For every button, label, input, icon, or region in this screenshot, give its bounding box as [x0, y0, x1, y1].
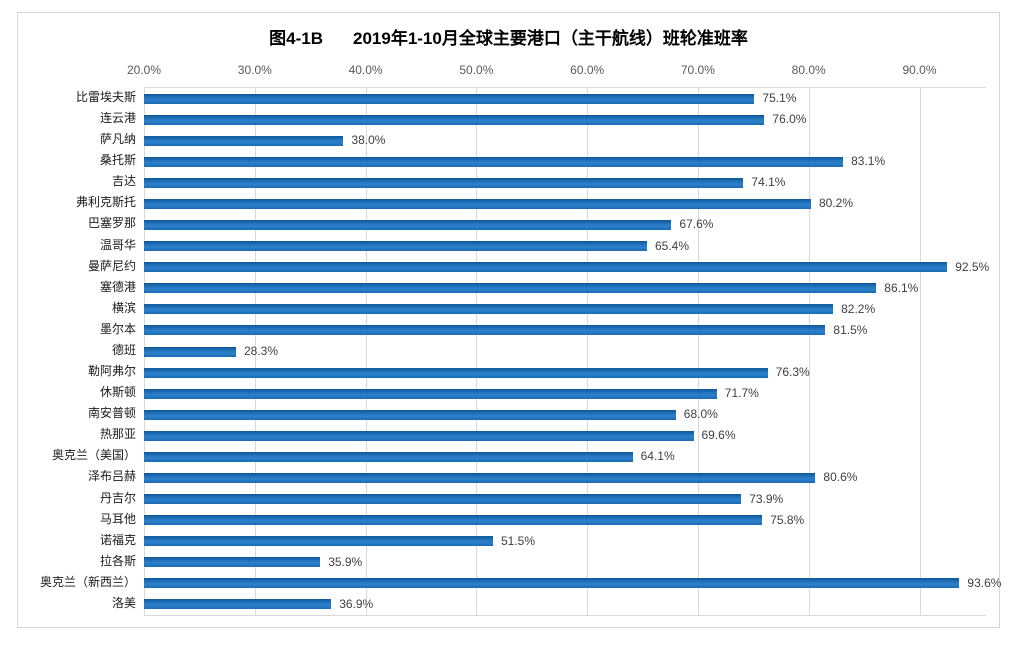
data-label: 36.9% [339, 596, 374, 611]
gridline [587, 88, 589, 615]
bar [144, 557, 321, 568]
data-label: 73.9% [749, 491, 784, 506]
bar [144, 599, 332, 610]
category-label: 曼萨尼约 [87, 258, 136, 273]
data-label: 67.6% [679, 217, 714, 232]
category-label: 吉达 [111, 174, 136, 189]
bar [144, 198, 811, 209]
gridline [254, 88, 256, 615]
category-label: 桑托斯 [99, 153, 136, 168]
category-label: 塞德港 [99, 279, 136, 294]
bar [144, 325, 826, 336]
category-label: 奥克兰（美国） [51, 448, 136, 463]
bar [144, 304, 834, 315]
bar [144, 114, 765, 125]
category-label: 横滨 [111, 300, 136, 315]
bar [144, 177, 744, 188]
category-label: 丹吉尔 [99, 490, 136, 505]
data-label: 64.1% [640, 449, 675, 464]
bar [144, 472, 816, 483]
category-label: 南安普顿 [87, 406, 136, 421]
x-tick-label: 90.0% [902, 63, 937, 77]
category-label: 休斯顿 [99, 385, 136, 400]
bar [144, 262, 948, 273]
data-label: 80.6% [823, 470, 858, 485]
category-label: 奥克兰（新西兰） [39, 574, 136, 589]
data-label: 75.8% [770, 512, 805, 527]
bar [144, 346, 236, 357]
chart-title-text: 2019年1-10月全球主要港口（主干航线）班轮准班率 [353, 29, 748, 48]
data-label: 82.2% [841, 301, 876, 316]
bar [144, 220, 672, 231]
bar [144, 430, 694, 441]
bar [144, 367, 768, 378]
data-label: 69.6% [701, 428, 736, 443]
x-tick-label: 80.0% [791, 63, 826, 77]
bar [144, 388, 717, 399]
bar [144, 536, 493, 547]
data-label: 65.4% [655, 238, 690, 253]
x-tick-label: 30.0% [237, 63, 272, 77]
figure-label: 图4-1B [269, 29, 323, 48]
bar [144, 515, 763, 526]
bar [144, 409, 676, 420]
category-label: 洛美 [111, 595, 136, 610]
category-label: 连云港 [99, 111, 136, 126]
chart-frame: 图4-1B 2019年1-10月全球主要港口（主干航线）班轮准班率 20.0% 30… [17, 12, 1001, 628]
data-label: 51.5% [501, 533, 536, 548]
bar [144, 156, 844, 167]
category-label: 拉各斯 [99, 553, 136, 568]
data-label: 83.1% [851, 154, 886, 169]
category-label: 弗利克斯托 [75, 195, 136, 210]
category-label: 马耳他 [99, 511, 136, 526]
category-axis: 比雷埃夫斯连云港萨凡纳桑托斯吉达弗利克斯托巴塞罗那温哥华曼萨尼约塞德港横滨墨尔本… [18, 87, 136, 614]
bar [144, 241, 647, 252]
data-label: 68.0% [683, 407, 718, 422]
bar [144, 578, 960, 589]
value-axis: 20.0% 30.0% 40.0% 50.0% 60.0% 70.0% 80.0% 90.0% [127, 63, 986, 79]
x-tick-label: 20.0% [126, 63, 162, 77]
category-label: 墨尔本 [99, 321, 136, 336]
gridline [919, 88, 921, 615]
category-label: 诺福克 [99, 532, 136, 547]
bar [144, 93, 755, 104]
bar [144, 135, 344, 146]
data-label: 92.5% [955, 259, 990, 274]
data-label: 28.3% [244, 343, 279, 358]
gridline [697, 88, 699, 615]
category-label: 德班 [111, 342, 136, 357]
gridline [365, 88, 367, 615]
data-label: 80.2% [819, 196, 854, 211]
category-label: 巴塞罗那 [87, 216, 136, 231]
bar [144, 283, 877, 294]
bar [144, 494, 742, 505]
data-label: 86.1% [884, 280, 919, 295]
x-tick-label: 40.0% [348, 63, 383, 77]
data-label: 74.1% [751, 175, 786, 190]
bar [144, 451, 633, 462]
x-tick-label: 60.0% [570, 63, 605, 77]
data-label: 81.5% [833, 322, 868, 337]
data-label: 75.1% [762, 91, 797, 105]
category-label: 泽布吕赫 [87, 469, 136, 484]
gridline [808, 88, 810, 615]
x-tick-label: 70.0% [680, 63, 715, 77]
category-label: 比雷埃夫斯 [75, 90, 136, 104]
data-label: 76.0% [772, 112, 807, 127]
category-label: 萨凡纳 [99, 132, 136, 147]
category-label: 热那亚 [99, 427, 136, 442]
data-label: 71.7% [724, 386, 759, 401]
data-label: 35.9% [328, 554, 363, 569]
chart-title: 图4-1B 2019年1-10月全球主要港口（主干航线）班轮准班率 [18, 24, 999, 49]
category-label: 温哥华 [99, 237, 136, 252]
data-label: 76.3% [775, 365, 810, 380]
x-tick-label: 50.0% [459, 63, 494, 77]
category-label: 勒阿弗尔 [87, 364, 136, 379]
data-label: 38.0% [351, 133, 386, 148]
data-label: 93.6% [967, 575, 1002, 590]
gridline [476, 88, 478, 615]
plot-area: 75.1% 76.0% 38.0% 83.1% 74.1% 80.2% 67.6% 65.4%… [144, 87, 1001, 616]
